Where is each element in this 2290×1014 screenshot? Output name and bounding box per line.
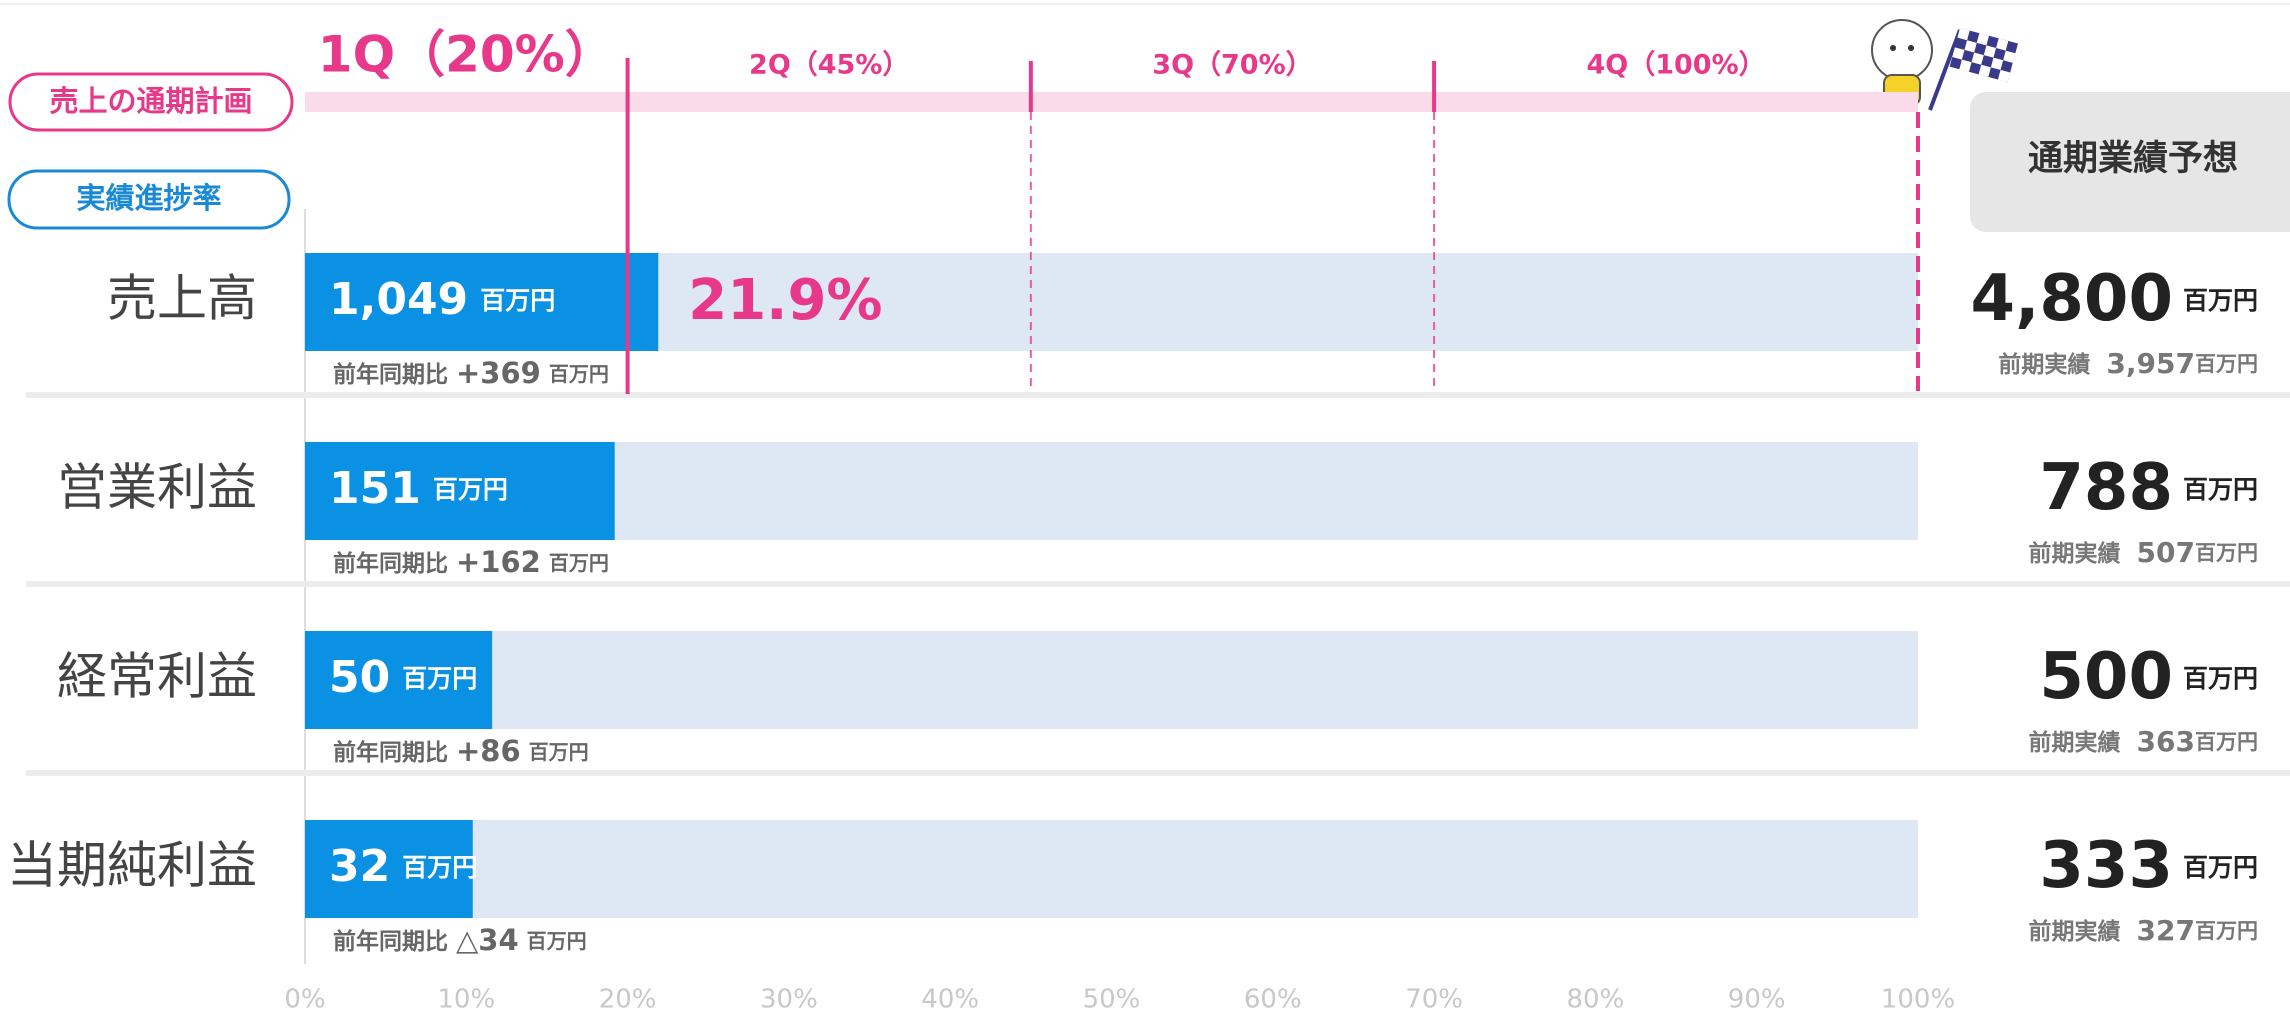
x-tick-label: 90%: [1728, 985, 1786, 1014]
category-label: 営業利益: [57, 459, 257, 517]
forecast-number: 788: [2039, 451, 2173, 525]
prior-unit: 百万円: [2195, 352, 2258, 376]
prior-prefix: 前期実績: [2029, 918, 2121, 945]
plan-label: 売上の通期計画: [49, 84, 252, 118]
yoy-unit: 百万円: [529, 740, 589, 764]
yoy-prefix: 前年同期比: [333, 928, 448, 955]
bar-track: [305, 631, 1918, 729]
amount-value: 151: [329, 463, 421, 514]
prior-prefix: 前期実績: [2029, 540, 2121, 567]
x-tick-label: 80%: [1567, 985, 1625, 1014]
prior-value: 3,957: [2106, 347, 2195, 380]
forecast-unit: 百万円: [2183, 286, 2258, 315]
forecast-unit: 百万円: [2183, 853, 2258, 882]
prior-prefix: 前期実績: [1998, 351, 2090, 378]
yoy-label: 前年同期比 +369 百万円: [333, 356, 609, 390]
amount-unit: 百万円: [433, 475, 508, 504]
yoy-unit: 百万円: [549, 551, 609, 575]
plan-bar: [305, 92, 1918, 112]
progress-label: 実績進捗率: [76, 181, 221, 215]
yoy-value: △34: [456, 923, 519, 957]
progress-value-label: 21.9%: [688, 268, 882, 333]
forecast-value: 4,800 百万円: [1971, 262, 2258, 336]
prior-value: 327: [2137, 914, 2195, 947]
x-tick-label: 0%: [284, 985, 325, 1014]
prior-value: 363: [2137, 725, 2195, 758]
amount-unit: 百万円: [402, 853, 477, 882]
page: 売上の通期計画 実績進捗率 通期業績予想 0% 10% 20% 30% 40% 50% 60…: [0, 0, 2290, 1014]
bar-track: [305, 820, 1918, 918]
forecast-number: 333: [2039, 829, 2173, 903]
amount-unit: 百万円: [480, 286, 555, 315]
quarter-label: 3Q（70%）: [1152, 50, 1312, 81]
prior-result: 前期実績 363百万円: [2029, 725, 2258, 758]
forecast-number: 4,800: [1971, 262, 2173, 336]
prior-value: 507: [2137, 536, 2195, 569]
forecast-value: 788 百万円: [2039, 451, 2258, 525]
amount-unit: 百万円: [402, 664, 477, 693]
x-tick-label: 100%: [1881, 985, 1955, 1014]
forecast-header: 通期業績予想: [2028, 139, 2238, 179]
category-label: 経常利益: [57, 648, 257, 706]
yoy-label: 前年同期比 △34 百万円: [333, 923, 587, 957]
yoy-value: +369: [456, 356, 541, 390]
x-tick-label: 30%: [760, 985, 818, 1014]
yoy-unit: 百万円: [549, 362, 609, 386]
prior-result: 前期実績 327百万円: [2029, 914, 2258, 947]
forecast-value: 333 百万円: [2039, 829, 2258, 903]
yoy-prefix: 前年同期比: [333, 550, 448, 577]
quarter-label: 2Q（45%）: [749, 50, 909, 81]
prior-unit: 百万円: [2195, 541, 2258, 565]
forecast-number: 500: [2039, 640, 2173, 714]
x-tick-label: 20%: [599, 985, 657, 1014]
yoy-prefix: 前年同期比: [333, 361, 448, 388]
x-tick-label: 60%: [1244, 985, 1302, 1014]
yoy-unit: 百万円: [527, 929, 587, 953]
yoy-label: 前年同期比 +86 百万円: [333, 734, 589, 768]
amount-value: 1,049: [329, 274, 468, 325]
prior-result: 前期実績 507百万円: [2029, 536, 2258, 569]
x-tick-label: 50%: [1083, 985, 1141, 1014]
quarter-label: 1Q（20%）: [318, 26, 615, 84]
category-label: 売上高: [107, 270, 257, 328]
x-tick-label: 10%: [437, 985, 495, 1014]
prior-result: 前期実績 3,957百万円: [1998, 347, 2258, 380]
yoy-label: 前年同期比 +162 百万円: [333, 545, 609, 579]
amount-value: 32: [329, 841, 390, 892]
prior-unit: 百万円: [2195, 730, 2258, 754]
quarter-label: 4Q（100%）: [1586, 50, 1765, 81]
x-tick-label: 40%: [921, 985, 979, 1014]
prior-prefix: 前期実績: [2029, 729, 2121, 756]
yoy-prefix: 前年同期比: [333, 739, 448, 766]
forecast-unit: 百万円: [2183, 475, 2258, 504]
yoy-value: +86: [456, 734, 521, 768]
prior-unit: 百万円: [2195, 919, 2258, 943]
category-label: 当期純利益: [7, 837, 257, 895]
chart: 売上の通期計画 実績進捗率 通期業績予想 0% 10% 20% 30% 40% 50% 60…: [0, 0, 2290, 1014]
x-tick-label: 70%: [1405, 985, 1463, 1014]
amount-value: 50: [329, 652, 390, 703]
forecast-value: 500 百万円: [2039, 640, 2258, 714]
forecast-unit: 百万円: [2183, 664, 2258, 693]
yoy-value: +162: [456, 545, 541, 579]
